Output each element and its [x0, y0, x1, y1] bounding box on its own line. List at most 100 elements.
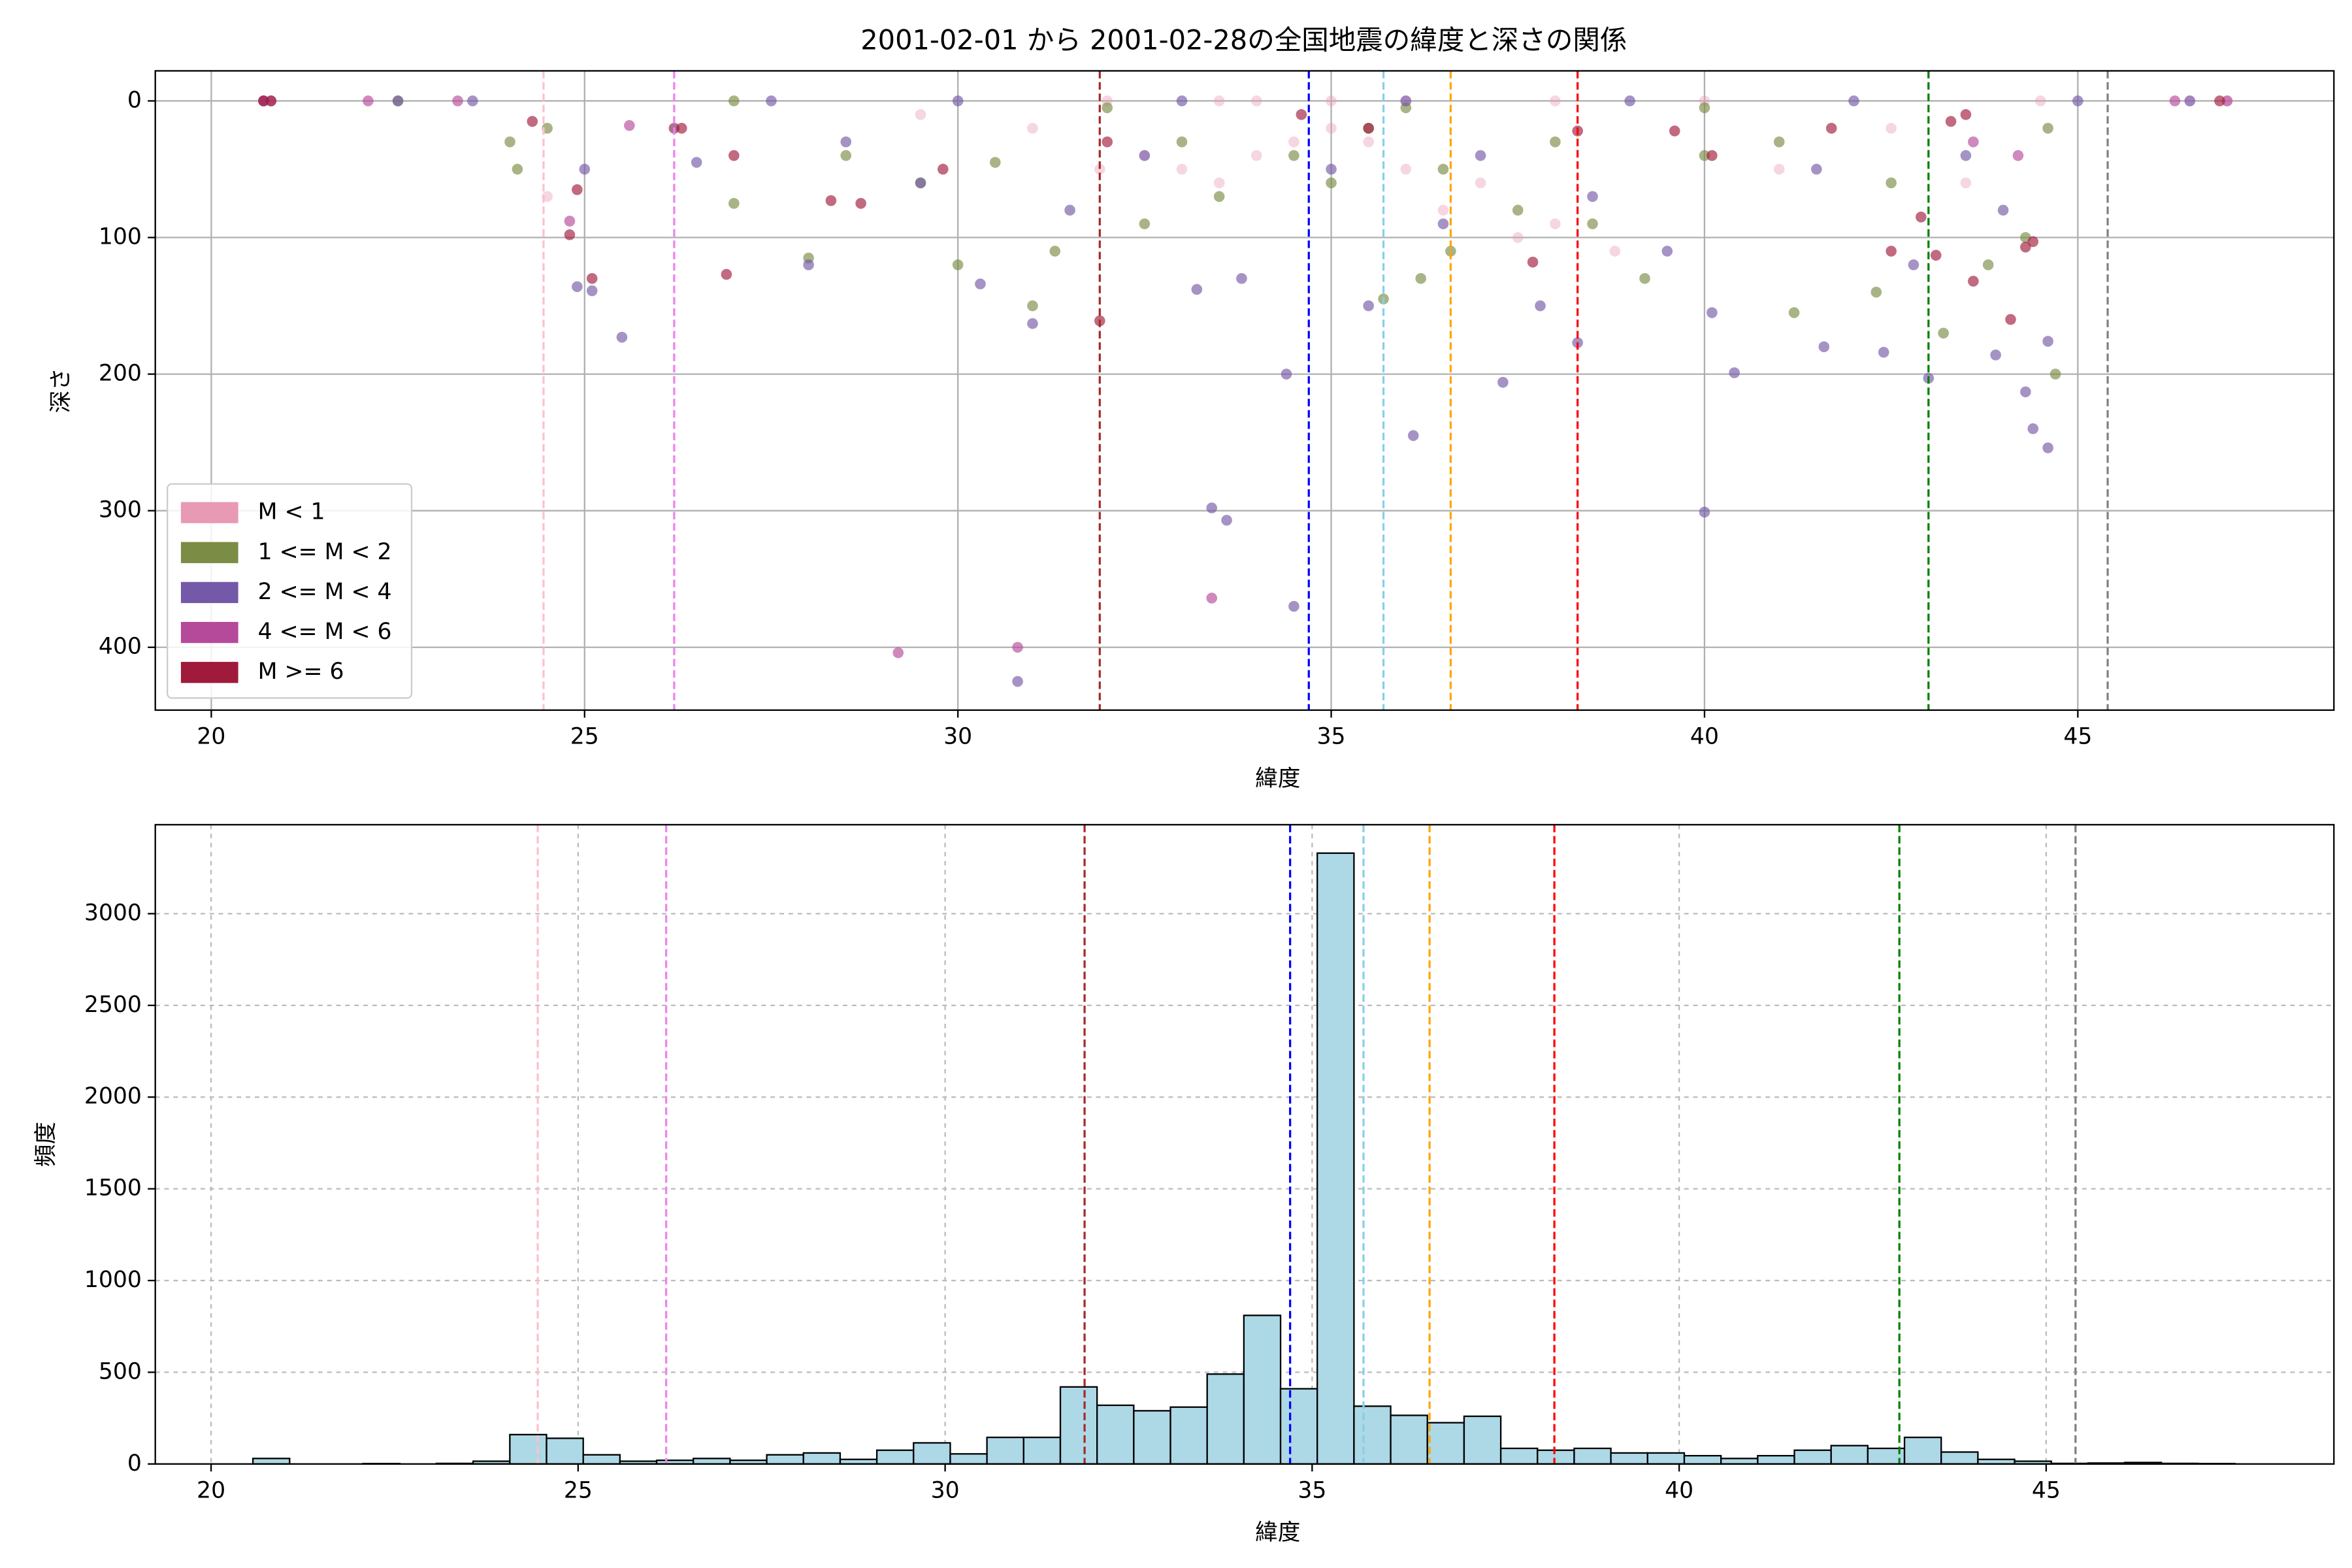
point — [504, 136, 515, 148]
point — [2221, 95, 2233, 106]
point — [1550, 136, 1561, 148]
plot-frame — [154, 824, 2335, 1465]
bar — [252, 1458, 291, 1465]
bar — [1537, 1449, 1575, 1465]
x-tick-label: 30 — [943, 723, 972, 749]
x-tick-label: 35 — [1317, 723, 1346, 749]
point — [938, 163, 949, 175]
point — [1206, 502, 1218, 514]
point — [527, 116, 538, 127]
point — [1886, 246, 1897, 257]
point — [2005, 314, 2016, 325]
point — [1281, 368, 1292, 380]
y-tick-label: 100 — [99, 224, 142, 250]
point — [915, 177, 926, 189]
y-tick-label: 0 — [127, 87, 142, 113]
y-tick-label: 500 — [99, 1358, 142, 1384]
bar — [1279, 1388, 1318, 1465]
point — [1176, 95, 1188, 106]
point — [1550, 95, 1561, 106]
point — [952, 259, 964, 270]
point — [840, 136, 852, 148]
legend-label: 1 <= M < 2 — [258, 539, 392, 565]
point — [1475, 177, 1486, 189]
bar — [1610, 1452, 1648, 1465]
point — [892, 647, 904, 659]
bar — [802, 1452, 841, 1465]
point — [1535, 300, 1546, 312]
point — [1213, 191, 1225, 203]
bar — [1830, 1445, 1869, 1465]
point — [586, 285, 598, 297]
point — [1012, 676, 1023, 687]
point — [728, 95, 740, 106]
point — [1191, 284, 1203, 295]
point — [1609, 246, 1621, 257]
point — [1930, 250, 1942, 261]
x-tick-label: 25 — [564, 1477, 593, 1503]
point — [1363, 300, 1375, 312]
legend-swatch — [180, 542, 238, 563]
point — [1437, 163, 1449, 175]
point — [1250, 95, 1262, 106]
bar — [1206, 1373, 1245, 1465]
x-tick-label: 40 — [1665, 1477, 1693, 1503]
point — [1773, 136, 1785, 148]
bar — [1793, 1449, 1832, 1465]
bar — [1463, 1415, 1502, 1465]
point — [1848, 95, 1859, 106]
y-tick-label: 200 — [99, 361, 142, 387]
point — [1512, 204, 1524, 216]
point — [616, 331, 628, 343]
bar — [875, 1449, 915, 1465]
point — [1527, 256, 1539, 268]
point — [2027, 423, 2039, 434]
point — [2169, 95, 2181, 106]
point — [840, 150, 852, 161]
point — [766, 95, 777, 106]
point — [1206, 593, 1218, 604]
point — [1213, 95, 1225, 106]
bar — [1059, 1386, 1098, 1465]
point — [1288, 150, 1299, 161]
point — [1064, 204, 1075, 216]
bar — [1390, 1414, 1428, 1465]
bar — [1940, 1451, 1979, 1465]
bar — [1096, 1404, 1135, 1465]
point — [1027, 122, 1038, 134]
point — [728, 197, 740, 209]
point — [1707, 150, 1718, 161]
point — [1250, 150, 1262, 161]
point — [1916, 211, 1927, 223]
point — [2034, 95, 2046, 106]
point — [1445, 246, 1456, 257]
point — [2184, 95, 2196, 106]
point — [258, 95, 269, 106]
bar — [1169, 1406, 1208, 1465]
point — [990, 157, 1001, 168]
point — [1326, 163, 1337, 175]
point — [825, 195, 837, 206]
point — [952, 95, 964, 106]
legend-swatch — [180, 621, 238, 644]
point — [1661, 246, 1673, 257]
point — [2042, 336, 2053, 347]
bar — [766, 1454, 804, 1465]
point — [2027, 236, 2039, 248]
point — [855, 197, 866, 209]
point — [1729, 367, 1740, 378]
point — [363, 95, 374, 106]
point — [564, 229, 576, 240]
point — [1624, 95, 1635, 106]
point — [1960, 177, 1972, 189]
point — [975, 278, 986, 289]
point — [1497, 376, 1509, 388]
point — [1288, 600, 1299, 612]
point — [1437, 204, 1449, 216]
point — [265, 95, 277, 106]
point — [572, 281, 583, 293]
bar — [1720, 1458, 1759, 1465]
y-axis-label: 深さ — [48, 368, 74, 413]
bar — [1683, 1454, 1722, 1465]
